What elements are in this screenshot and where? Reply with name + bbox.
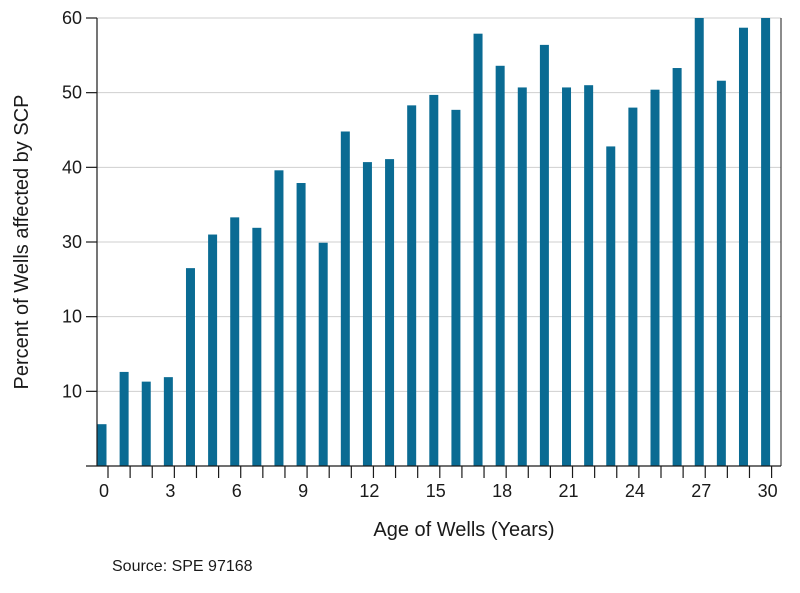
bar xyxy=(672,68,682,466)
bar xyxy=(385,159,395,466)
bar xyxy=(163,377,173,466)
x-tick-label: 3 xyxy=(165,481,175,501)
bar xyxy=(141,381,151,466)
x-tick-label: 21 xyxy=(559,481,579,501)
bar xyxy=(761,18,771,466)
bar xyxy=(362,162,372,466)
bar xyxy=(185,268,195,466)
bar xyxy=(606,146,616,466)
bar xyxy=(97,424,107,466)
bar xyxy=(738,27,748,467)
x-axis-title: Age of Wells (Years) xyxy=(373,519,554,541)
bar xyxy=(473,33,483,467)
bar xyxy=(694,18,704,466)
x-tick-label: 0 xyxy=(99,481,109,501)
bar xyxy=(539,44,549,466)
x-tick-label: 18 xyxy=(492,481,512,501)
bar xyxy=(716,80,726,466)
bar xyxy=(562,87,572,466)
bar xyxy=(119,371,129,466)
x-tick-label: 15 xyxy=(426,481,446,501)
bar xyxy=(318,242,328,466)
y-axis-title: Percent of Wells affected by SCP xyxy=(11,95,33,390)
y-tick-label: 30 xyxy=(62,232,82,252)
bar xyxy=(584,85,594,466)
bars xyxy=(97,18,771,467)
source-note: Source: SPE 97168 xyxy=(112,558,253,575)
x-tick-label: 9 xyxy=(298,481,308,501)
y-tick-label: 50 xyxy=(62,83,82,103)
bar xyxy=(340,131,350,466)
bar xyxy=(628,107,638,466)
y-tick-label: 10 xyxy=(62,307,82,327)
bar xyxy=(274,170,284,466)
bar xyxy=(517,87,527,466)
bar xyxy=(208,234,218,466)
bar xyxy=(230,217,240,466)
bar xyxy=(252,227,262,466)
bar xyxy=(296,183,306,466)
x-tick-label: 27 xyxy=(691,481,711,501)
x-tick-label: 24 xyxy=(625,481,645,501)
y-tick-label: 60 xyxy=(62,8,82,28)
x-axis-ticks: 0 3 6 9 12 15 18 21 24 27 30 xyxy=(99,466,778,501)
bar xyxy=(407,105,417,467)
y-tick-label: 10 xyxy=(62,381,82,401)
x-tick-label: 30 xyxy=(758,481,778,501)
y-axis-ticks: 10 10 30 40 50 60 xyxy=(62,8,97,401)
bar xyxy=(650,89,660,467)
y-tick-label: 40 xyxy=(62,157,82,177)
bar xyxy=(429,94,439,466)
bar xyxy=(495,65,505,466)
x-tick-label: 6 xyxy=(232,481,242,501)
x-tick-label: 12 xyxy=(359,481,379,501)
bar xyxy=(451,109,461,466)
